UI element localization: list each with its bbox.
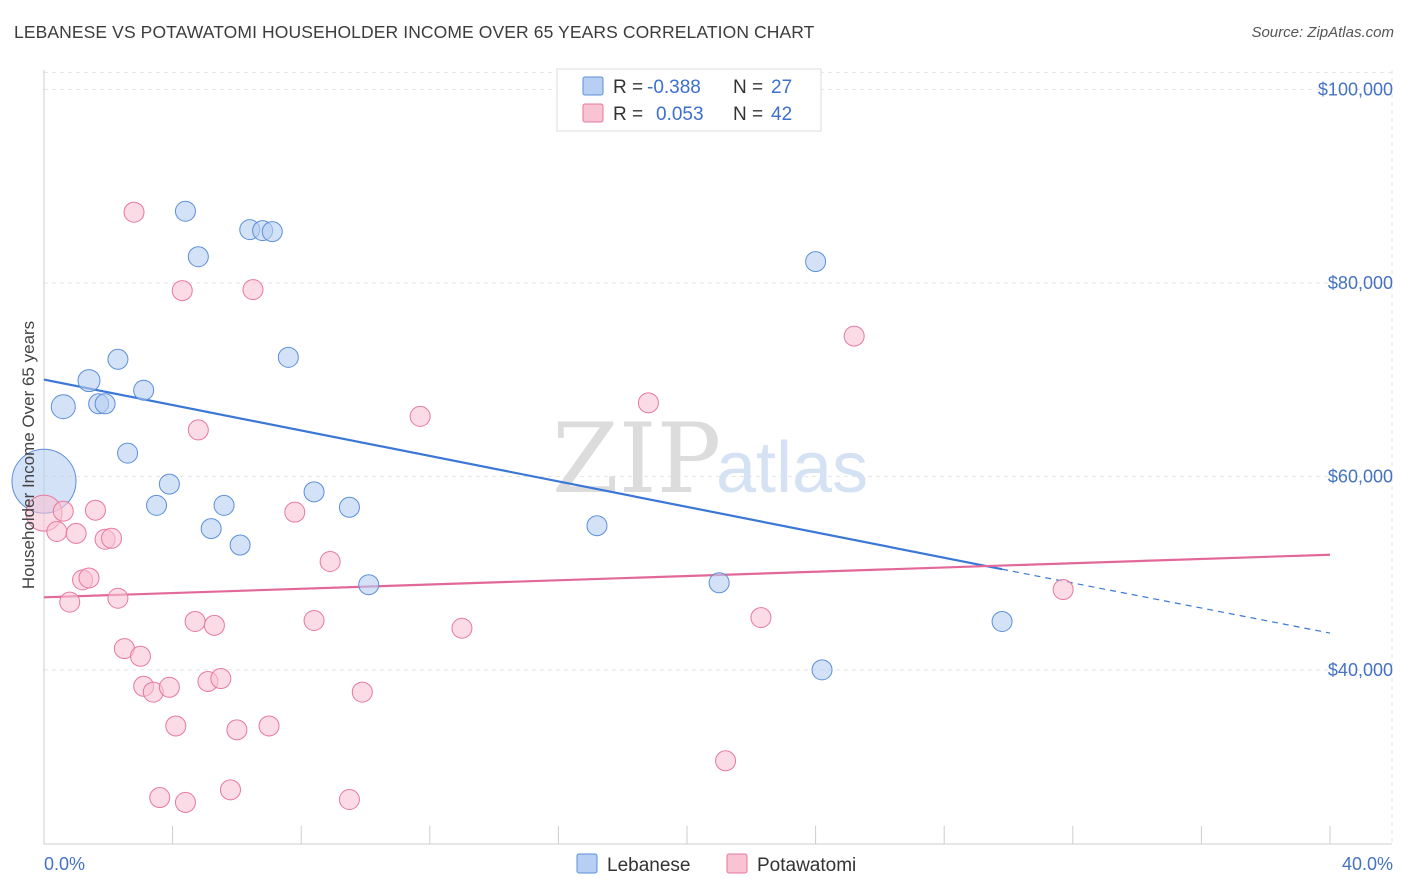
legend-n-value: 27 bbox=[771, 77, 792, 98]
potawatomi-point bbox=[338, 788, 360, 810]
lebanese-trend-line bbox=[43, 378, 1003, 571]
potawatomi-point bbox=[65, 522, 87, 544]
source-label: Source: ZipAtlas.com bbox=[1251, 24, 1394, 41]
lebanese-point bbox=[158, 473, 180, 495]
legend-r-value: -0.388 bbox=[647, 77, 701, 98]
bottom-legend-swatch-lebanese bbox=[576, 853, 598, 874]
watermark-zip: ZIP bbox=[552, 403, 721, 515]
legend-n-label: N = bbox=[733, 77, 763, 98]
bottom-legend-label-lebanese: Lebanese bbox=[607, 855, 690, 876]
potawatomi-point bbox=[1052, 579, 1074, 601]
potawatomi-point bbox=[637, 392, 659, 414]
y-tick-label: $80,000 bbox=[1328, 273, 1393, 293]
potawatomi-point bbox=[78, 567, 100, 589]
lebanese-point bbox=[200, 518, 222, 540]
potawatomi-point bbox=[319, 550, 341, 572]
potawatomi-point bbox=[451, 617, 473, 639]
bottom-legend-label-potawatomi: Potawatomi bbox=[757, 855, 856, 876]
lebanese-point bbox=[586, 515, 608, 537]
lebanese-trend-extension bbox=[1001, 568, 1331, 634]
lebanese-point bbox=[805, 251, 827, 273]
x-tick-labels: 0.0% 40.0% bbox=[44, 854, 1393, 874]
lebanese-point bbox=[277, 346, 299, 368]
potawatomi-point bbox=[303, 610, 325, 632]
lebanese-point bbox=[358, 574, 380, 596]
potawatomi-point bbox=[258, 715, 280, 737]
lebanese-point bbox=[133, 379, 155, 401]
x-tick-label: 0.0% bbox=[44, 854, 85, 874]
bottom-legend-swatch-potawatomi bbox=[726, 853, 748, 874]
potawatomi-point bbox=[59, 591, 81, 613]
lebanese-point bbox=[117, 442, 139, 464]
potawatomi-point bbox=[174, 791, 196, 813]
potawatomi-point bbox=[210, 668, 232, 690]
lebanese-point bbox=[94, 393, 116, 415]
legend-r-value: 0.053 bbox=[656, 104, 704, 125]
potawatomi-point bbox=[171, 280, 193, 302]
y-tick-label: $100,000 bbox=[1318, 79, 1393, 99]
potawatomi-point bbox=[129, 645, 151, 667]
lebanese-point bbox=[303, 481, 325, 503]
legend-r-label: R = bbox=[613, 77, 643, 98]
y-tick-labels: $40,000 $60,000 $80,000 $100,000 bbox=[1318, 79, 1393, 680]
legend-swatch-potawatomi bbox=[582, 103, 604, 123]
chart-title: LEBANESE VS POTAWATOMI HOUSEHOLDER INCOM… bbox=[14, 22, 815, 42]
lebanese-point bbox=[811, 659, 833, 681]
potawatomi-point bbox=[219, 779, 241, 801]
potawatomi-point bbox=[46, 520, 68, 542]
potawatomi-point bbox=[351, 681, 373, 703]
potawatomi-trend-line bbox=[43, 553, 1331, 599]
potawatomi-point bbox=[750, 607, 772, 629]
y-axis-label: Householder Income Over 65 years bbox=[19, 321, 38, 589]
lebanese-point bbox=[107, 348, 129, 370]
bottom-legend: Lebanese Potawatomi bbox=[576, 853, 856, 876]
potawatomi-point bbox=[158, 676, 180, 698]
watermark: ZIP atlas bbox=[552, 403, 868, 515]
potawatomi-point bbox=[84, 499, 106, 521]
potawatomi-point bbox=[149, 787, 171, 809]
potawatomi-point bbox=[165, 715, 187, 737]
data-points bbox=[11, 200, 1074, 813]
legend-r-label: R = bbox=[613, 104, 643, 125]
potawatomi-point bbox=[52, 500, 74, 522]
legend: R = -0.388 N = 27 R = 0.053 N = 42 bbox=[556, 68, 822, 132]
potawatomi-point bbox=[715, 750, 737, 772]
potawatomi-point bbox=[184, 610, 206, 632]
legend-n-label: N = bbox=[733, 104, 763, 125]
lebanese-point bbox=[338, 496, 360, 518]
potawatomi-point bbox=[242, 279, 264, 301]
y-tick-label: $40,000 bbox=[1328, 660, 1393, 680]
lebanese-point bbox=[261, 221, 283, 243]
potawatomi-point bbox=[409, 405, 431, 427]
potawatomi-point bbox=[187, 419, 209, 441]
potawatomi-point bbox=[203, 614, 225, 636]
potawatomi-point bbox=[101, 527, 123, 549]
lebanese-point bbox=[229, 534, 251, 556]
potawatomi-point bbox=[107, 587, 129, 609]
grid-lines bbox=[44, 70, 1393, 844]
lebanese-point bbox=[174, 200, 196, 222]
potawatomi-point bbox=[843, 325, 865, 347]
legend-n-value: 42 bbox=[771, 104, 792, 125]
x-tick-label: 40.0% bbox=[1342, 854, 1393, 874]
lebanese-point bbox=[77, 369, 101, 393]
potawatomi-point bbox=[226, 719, 248, 741]
potawatomi-point bbox=[123, 201, 145, 223]
potawatomi-point bbox=[284, 501, 306, 523]
watermark-atlas: atlas bbox=[716, 428, 868, 508]
lebanese-point bbox=[146, 494, 168, 516]
y-tick-label: $60,000 bbox=[1328, 466, 1393, 486]
lebanese-point bbox=[708, 572, 730, 594]
lebanese-point bbox=[213, 494, 235, 516]
lebanese-point bbox=[50, 394, 76, 420]
lebanese-point bbox=[991, 610, 1013, 632]
lebanese-point bbox=[187, 246, 209, 268]
legend-swatch-lebanese bbox=[582, 76, 604, 96]
trend-lines bbox=[43, 378, 1331, 634]
